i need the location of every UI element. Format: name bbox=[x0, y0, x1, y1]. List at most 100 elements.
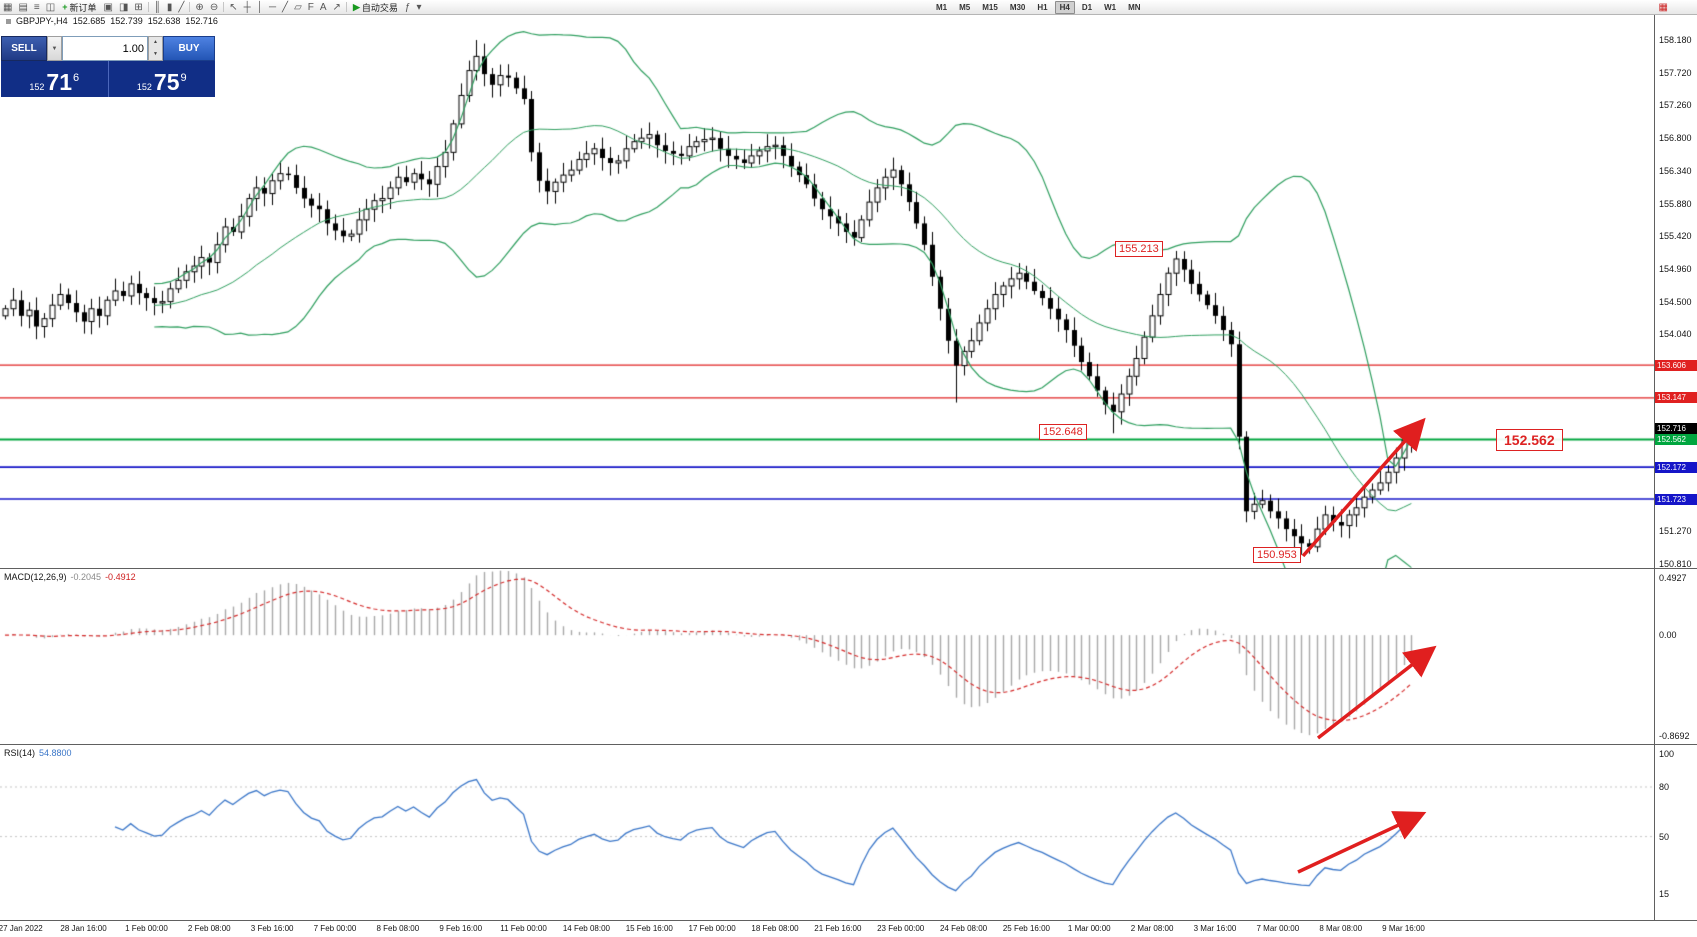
macd-axis-label: 0.00 bbox=[1659, 630, 1677, 641]
price-badge: 152.562 bbox=[1655, 433, 1697, 445]
rsi-axis-label: 100 bbox=[1659, 748, 1675, 759]
timeframe-d1-button[interactable]: D1 bbox=[1081, 2, 1093, 12]
navigator-icon[interactable]: ◨ bbox=[118, 1, 129, 13]
autotrading-icon: ▶ bbox=[352, 1, 360, 12]
price-axis-label: 157.260 bbox=[1659, 100, 1692, 111]
timeframe-h4-button[interactable]: H4 bbox=[1054, 0, 1075, 14]
market-watch-icon[interactable]: ≡ bbox=[33, 1, 40, 13]
price-axis-label: 154.500 bbox=[1659, 296, 1692, 307]
price-badge: 153.606 bbox=[1655, 359, 1697, 371]
price-axis-label: 156.340 bbox=[1659, 165, 1692, 176]
macd-axis-label: -0.8692 bbox=[1659, 730, 1690, 741]
ask-price-pips: 75 bbox=[153, 69, 180, 95]
price-badge: 152.172 bbox=[1655, 461, 1697, 473]
volume-dropdown-button[interactable]: ▼ bbox=[47, 36, 62, 61]
rsi-label: RSI(14) 54.8800 bbox=[4, 748, 72, 758]
time-axis-label: 2 Feb 08:00 bbox=[187, 924, 231, 933]
arrow-object-icon[interactable]: ↗ bbox=[332, 1, 341, 13]
horizontal-line-icon[interactable]: ─ bbox=[268, 1, 277, 13]
bar-low-value: 152.638 bbox=[147, 16, 181, 26]
time-axis-label: 21 Feb 16:00 bbox=[814, 924, 862, 933]
ask-price-point: 9 bbox=[180, 72, 187, 84]
symbol-name: GBPJPY-,H4 bbox=[16, 16, 68, 26]
crosshair-icon[interactable]: ┼ bbox=[243, 1, 251, 13]
volume-down-icon[interactable]: ▼ bbox=[153, 50, 158, 57]
line-chart-icon[interactable]: ╱ bbox=[178, 1, 185, 13]
candle-chart-icon[interactable]: ▮ bbox=[166, 1, 173, 13]
time-axis-label: 3 Feb 16:00 bbox=[250, 924, 294, 933]
symbol-bullet-icon bbox=[6, 18, 11, 24]
autotrading-button[interactable]: ▶ 自动交易 bbox=[349, 1, 402, 14]
macd-name: MACD(12,26,9) bbox=[4, 572, 67, 582]
rsi-indicator-chart[interactable] bbox=[0, 746, 1654, 919]
timeframe-w1-button[interactable]: W1 bbox=[1104, 2, 1117, 12]
volume-input[interactable] bbox=[62, 36, 148, 61]
fibonacci-icon[interactable]: F bbox=[307, 1, 314, 13]
indicators-icon[interactable]: ƒ bbox=[404, 1, 411, 13]
time-axis-label: 2 Mar 08:00 bbox=[1130, 924, 1174, 933]
close-chart-icon[interactable]: ▦ bbox=[1658, 1, 1668, 13]
price-axis-label: 158.180 bbox=[1659, 35, 1692, 46]
price-axis-label: 150.810 bbox=[1659, 558, 1692, 569]
time-axis-label: 1 Feb 00:00 bbox=[125, 924, 168, 933]
text-icon[interactable]: A bbox=[319, 1, 327, 13]
zoom-in-icon[interactable]: ⊕ bbox=[195, 1, 204, 13]
autotrading-button-label: 自动交易 bbox=[361, 2, 398, 13]
price-callout[interactable]: 152.648 bbox=[1039, 424, 1087, 440]
time-axis-label: 17 Feb 00:00 bbox=[688, 924, 736, 933]
time-axis-label: 9 Mar 16:00 bbox=[1382, 924, 1425, 933]
macd-indicator-chart[interactable] bbox=[0, 570, 1654, 744]
timeframe-m15-button[interactable]: M15 bbox=[982, 2, 998, 12]
timeframe-mn-button[interactable]: MN bbox=[1128, 2, 1141, 12]
price-callout[interactable]: 155.213 bbox=[1115, 241, 1163, 257]
price-callout[interactable]: 150.953 bbox=[1253, 547, 1301, 563]
price-axis-label: 154.040 bbox=[1659, 329, 1692, 340]
panel-separator[interactable] bbox=[0, 568, 1697, 569]
timeframe-m1-button[interactable]: M1 bbox=[936, 2, 948, 12]
time-axis[interactable]: 27 Jan 2022 28 Jan 16:00 1 Feb 00:00 2 Feb … bbox=[0, 920, 1697, 937]
rsi-name: RSI(14) bbox=[4, 748, 36, 758]
data-window-icon[interactable]: ◫ bbox=[45, 1, 56, 13]
vertical-line-icon[interactable]: │ bbox=[256, 1, 263, 13]
trendline-icon[interactable]: ╱ bbox=[282, 1, 289, 13]
new-chart-icon[interactable]: ▦ bbox=[3, 1, 13, 13]
bid-price[interactable]: 152 71 6 bbox=[1, 61, 108, 97]
axis-divider-line bbox=[1654, 14, 1655, 920]
toolbar-left-group: ▦ ▤ ≡ ◫ + 新订单 ▣ ◨ ⊞ ║ ▮ ╱ ⊕ ⊖ ↖ ┼ │ ─ ╱ ▱ F A ↗ ▶ 自动交易 ƒ ▾ bbox=[0, 0, 424, 14]
templates-icon[interactable]: ▾ bbox=[416, 1, 422, 13]
strategy-tester-icon[interactable]: ⊞ bbox=[134, 1, 143, 13]
channel-icon[interactable]: ▱ bbox=[294, 1, 302, 13]
main-price-chart[interactable] bbox=[0, 14, 1654, 569]
chart-profiles-icon[interactable]: ▤ bbox=[18, 1, 28, 13]
rsi-axis-label: 50 bbox=[1659, 831, 1670, 842]
new-order-button[interactable]: + 新订单 bbox=[58, 1, 100, 14]
volume-up-icon[interactable]: ▲ bbox=[153, 39, 158, 46]
time-axis-label: 3 Mar 16:00 bbox=[1193, 924, 1237, 933]
order-controls-row: SELL ▼ ▲ ▼ BUY bbox=[1, 36, 215, 61]
sell-button[interactable]: SELL bbox=[1, 36, 47, 61]
rsi-axis-label: 80 bbox=[1659, 781, 1670, 792]
ask-price[interactable]: 152 75 9 bbox=[107, 61, 216, 97]
timeframe-m30-button[interactable]: M30 bbox=[1009, 2, 1026, 12]
macd-label: MACD(12,26,9) -0.2045 -0.4912 bbox=[4, 572, 136, 582]
time-axis-label: 15 Feb 16:00 bbox=[625, 924, 673, 933]
terminal-icon[interactable]: ▣ bbox=[103, 1, 113, 13]
macd-axis-label: 0.4927 bbox=[1659, 573, 1687, 583]
timeframe-toolbar: M1 M5 M15 M30 H1 H4 D1 W1 MN bbox=[930, 0, 1147, 14]
bar-chart-icon[interactable]: ║ bbox=[153, 1, 161, 13]
cursor-icon[interactable]: ↖ bbox=[229, 1, 238, 13]
panel-separator[interactable] bbox=[0, 744, 1697, 745]
time-axis-label: 8 Mar 08:00 bbox=[1319, 924, 1363, 933]
buy-button[interactable]: BUY bbox=[163, 36, 215, 61]
price-axis-label: 151.270 bbox=[1659, 526, 1692, 537]
time-axis-label: 25 Feb 16:00 bbox=[1002, 924, 1050, 933]
bar-open-value: 152.685 bbox=[72, 16, 106, 26]
time-axis-label: 7 Mar 00:00 bbox=[1256, 924, 1300, 933]
symbol-ohlc-line: GBPJPY-,H4 152.685 152.739 152.638 152.7… bbox=[6, 16, 218, 26]
timeframe-m5-button[interactable]: M5 bbox=[959, 2, 971, 12]
price-axis-label: 157.720 bbox=[1659, 67, 1692, 78]
zoom-out-icon[interactable]: ⊖ bbox=[209, 1, 219, 13]
price-callout[interactable]: 152.562 bbox=[1496, 429, 1563, 451]
time-axis-label: 7 Feb 00:00 bbox=[313, 924, 357, 933]
timeframe-h1-button[interactable]: H1 bbox=[1037, 2, 1048, 12]
